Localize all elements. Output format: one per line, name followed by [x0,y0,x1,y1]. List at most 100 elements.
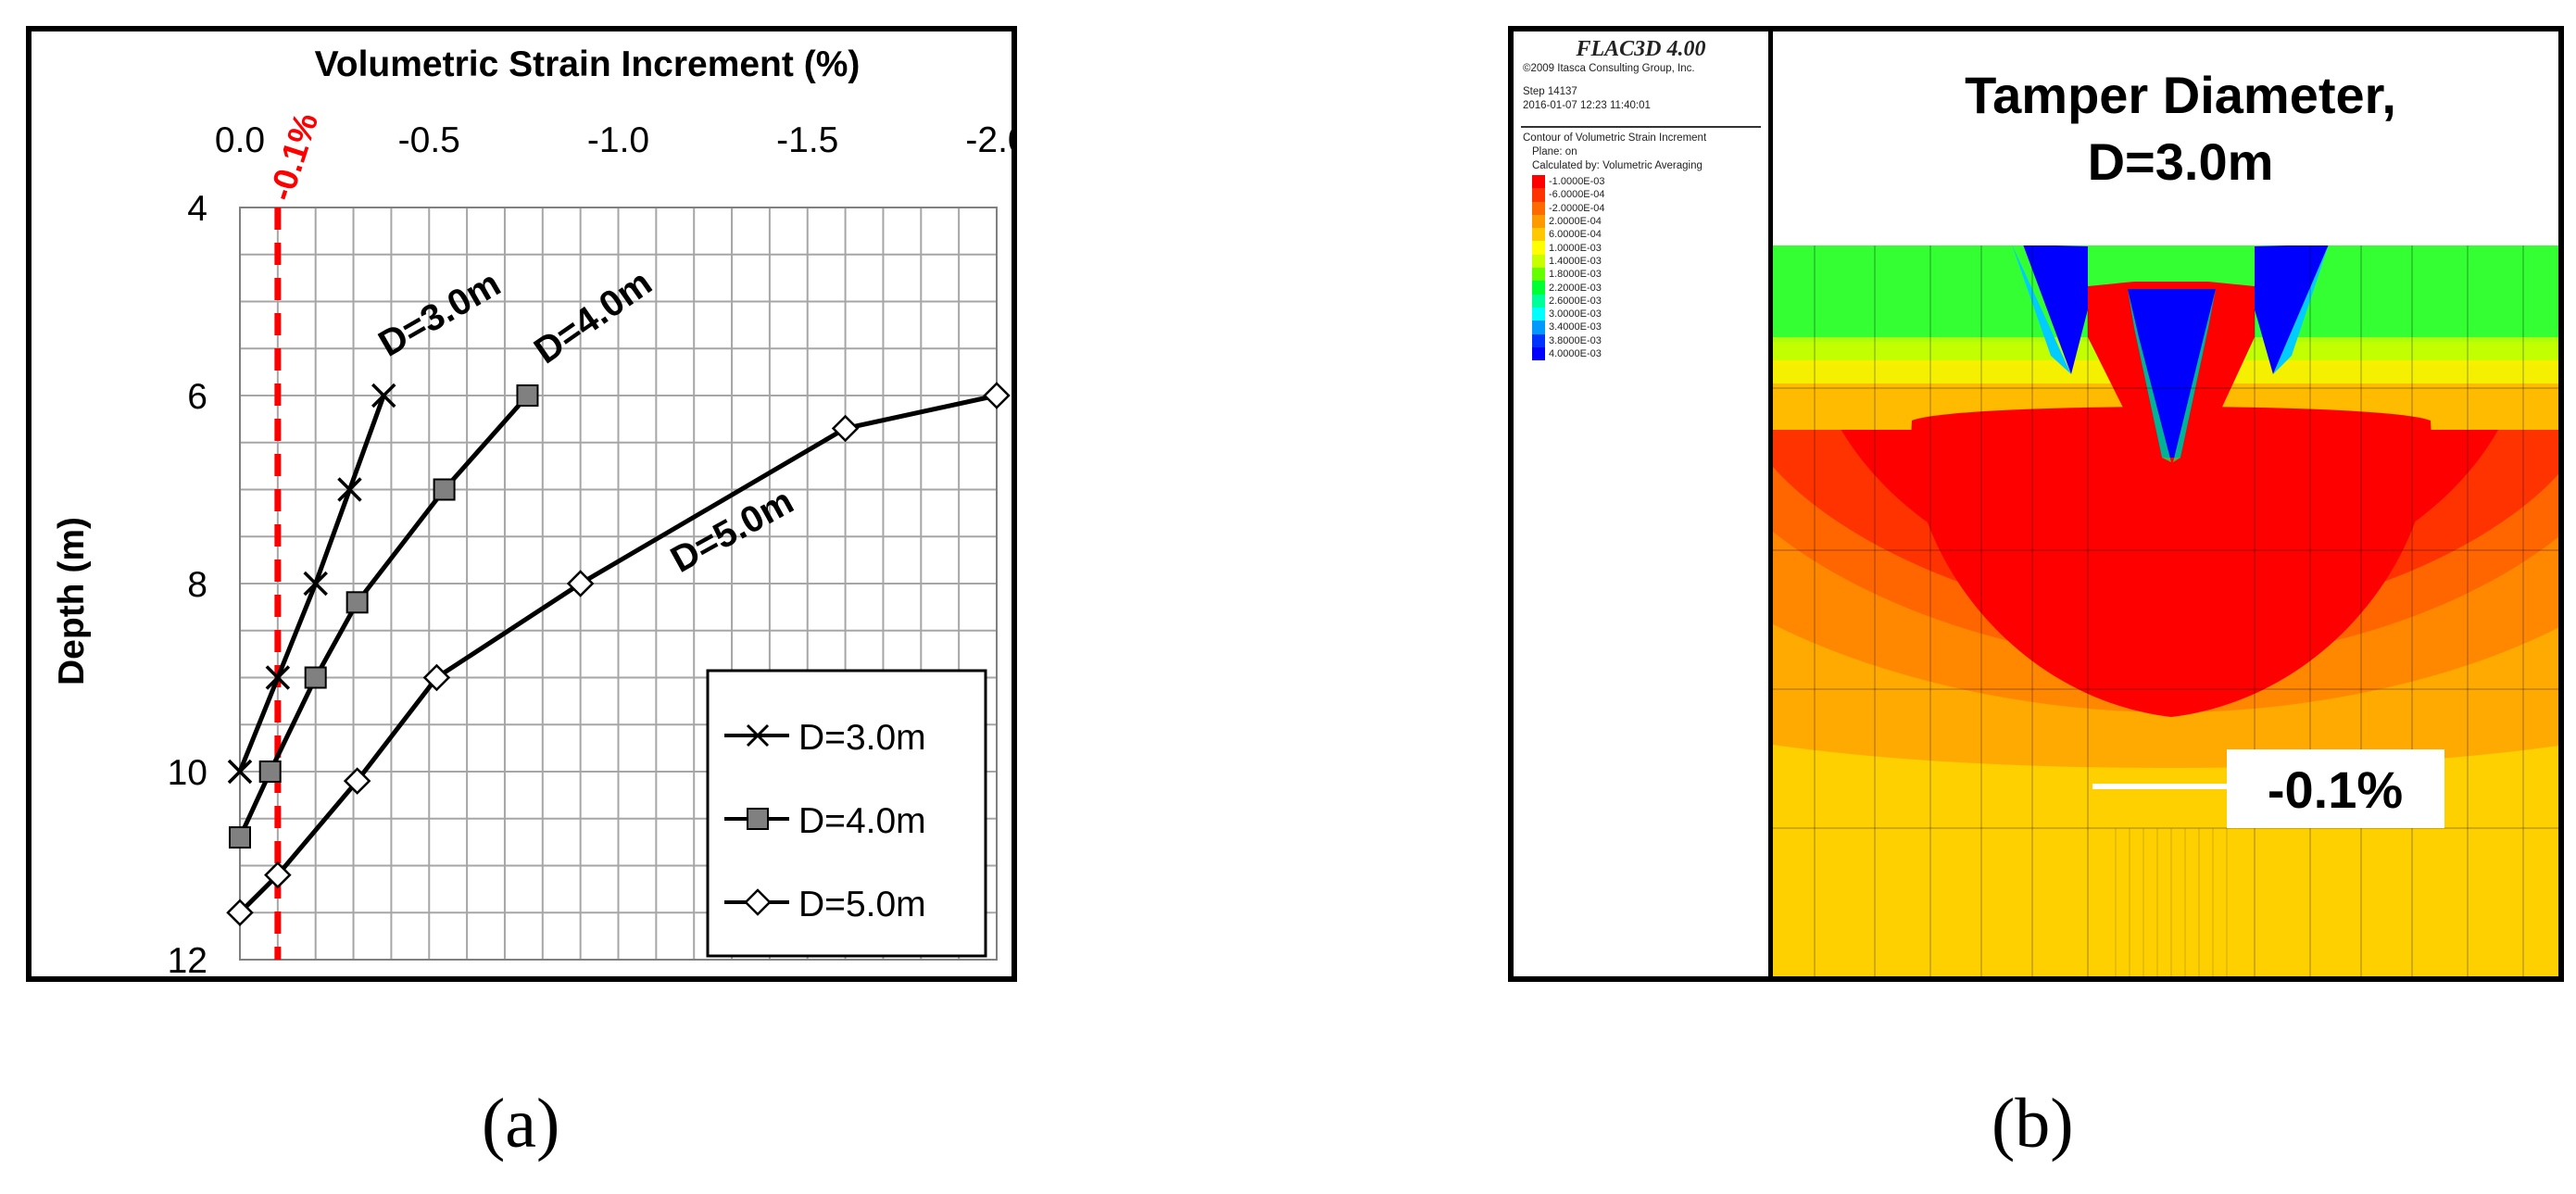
data-point-square [304,666,327,689]
legend-entry-d3: D=3.0m [798,718,926,758]
plot-frame [239,207,998,961]
scale-entry: 6.0000E-04 [1532,228,1768,242]
data-point-square [229,826,251,849]
curve-label-d3: D=3.0m [372,263,508,365]
x-tick-label: -1.0 [587,120,649,160]
scale-entry: 1.8000E-03 [1532,268,1768,282]
legend-marker-square-icon [747,808,769,830]
scale-entry: 4.0000E-03 [1532,346,1768,361]
chart-panel-a: Volumetric Strain Increment (%) Depth (m… [26,26,1028,982]
scale-label: 2.0000E-04 [1549,216,1602,228]
scale-swatch [1532,228,1545,242]
contour-title-line1: Tamper Diameter, [1965,66,2396,124]
scale-swatch [1532,188,1545,202]
scale-entry: -1.0000E-03 [1532,175,1768,189]
scale-swatch [1532,254,1545,269]
scale-label: 3.8000E-03 [1549,334,1602,346]
scale-swatch [1532,307,1545,321]
data-point-x [371,383,396,408]
scale-label: -2.0000E-04 [1549,202,1605,214]
data-point-x [227,759,253,785]
flac-legend-panel: FLAC3D 4.00 ©2009 Itasca Consulting Grou… [1514,31,1773,976]
data-point-x [265,665,291,690]
data-point-square [516,384,539,407]
scale-label: 1.0000E-03 [1549,242,1602,254]
scale-label: 1.4000E-03 [1549,255,1602,267]
scale-label: -6.0000E-04 [1549,189,1605,201]
caption-a: (a) [482,1085,560,1163]
y-tick-label: 10 [168,753,207,793]
plot-title: Contour of Volumetric Strain Increment [1523,132,1707,144]
scale-entry: 2.0000E-04 [1532,214,1768,229]
data-point-square [346,591,369,614]
scale-label: 1.8000E-03 [1549,269,1602,281]
scale-swatch [1532,333,1545,347]
scale-swatch [1532,201,1545,215]
legend-entry-d4: D=4.0m [798,801,926,841]
data-point-diamond [264,861,292,889]
scale-entry: 3.0000E-03 [1532,307,1768,321]
data-point-diamond [343,767,371,795]
y-tick-label: 12 [168,941,207,976]
scale-entry: 3.8000E-03 [1532,333,1768,347]
plane-text: Plane: on [1532,146,1577,157]
data-point-x [337,477,362,502]
contour-panel-b: FLAC3D 4.00 ©2009 Itasca Consulting Grou… [1508,26,2564,982]
callout-label: -0.1% [2268,760,2403,819]
scale-swatch [1532,214,1545,229]
scale-entry: 2.6000E-03 [1532,294,1768,308]
scale-entry: 2.2000E-03 [1532,281,1768,295]
contour-title-line2: D=3.0m [2088,132,2274,191]
copyright-text: ©2009 Itasca Consulting Group, Inc. [1523,63,1695,74]
y-tick-label: 6 [187,377,207,417]
x-tick-label: -0.5 [398,120,460,160]
scale-entry: -2.0000E-04 [1532,201,1768,215]
scale-swatch [1532,175,1545,189]
y-axis-title: Depth (m) [52,517,92,685]
contour-plot: Tamper Diameter, D=3.0m -0.1% [1773,31,2558,976]
scale-label: 3.4000E-03 [1549,321,1602,333]
caption-b: (b) [1992,1085,2074,1163]
scale-swatch [1532,241,1545,255]
scale-label: 4.0000E-03 [1549,348,1602,359]
scale-swatch [1532,268,1545,282]
scale-label: 6.0000E-04 [1549,229,1602,241]
threshold-label: -0.1% [261,108,325,206]
data-point-diamond [831,414,860,443]
scale-swatch [1532,320,1545,334]
legend: D=3.0m D=4.0m D=5.0m [706,669,987,958]
curve-label-d4: D=4.0m [527,262,660,371]
strain-depth-chart: Volumetric Strain Increment (%) Depth (m… [52,44,1028,981]
scale-swatch [1532,281,1545,295]
software-title: FLAC3D 4.00 [1576,37,1706,61]
data-point-diamond [422,663,451,692]
scale-label: -1.0000E-03 [1549,176,1605,188]
data-point-square [258,760,282,783]
scale-entry: 1.0000E-03 [1532,241,1768,255]
scale-label: 2.2000E-03 [1549,282,1602,294]
scale-label: 3.0000E-03 [1549,308,1602,320]
scale-label: 2.6000E-03 [1549,295,1602,307]
x-tick-label: 0.0 [215,120,265,160]
scale-entry: -6.0000E-04 [1532,188,1768,202]
legend-entry-d5: D=5.0m [798,885,926,924]
data-point-square [433,478,456,501]
datetime-text: 2016-01-07 12:23 11:40:01 [1523,100,1651,111]
y-tick-label: 4 [187,189,207,229]
scale-entry: 3.4000E-03 [1532,320,1768,334]
step-text: Step 14137 [1523,86,1577,97]
calculated-text: Calculated by: Volumetric Averaging [1532,160,1703,171]
y-tick-label: 8 [187,565,207,605]
data-point-x [303,571,328,597]
data-point-diamond [566,570,595,597]
data-point-diamond [983,382,1011,409]
scale-swatch [1532,346,1545,361]
legend-marker-diamond-icon [744,888,772,916]
scale-entry: 1.4000E-03 [1532,254,1768,269]
x-axis-title: Volumetric Strain Increment (%) [315,44,861,84]
scale-swatch [1532,294,1545,308]
data-point-diamond [226,899,254,927]
x-tick-label: -1.5 [776,120,838,160]
legend-marker-x-icon [746,723,770,748]
color-scale: -1.0000E-03 -6.0000E-04 -2.0000E-04 2.0000E… [1514,175,1768,361]
